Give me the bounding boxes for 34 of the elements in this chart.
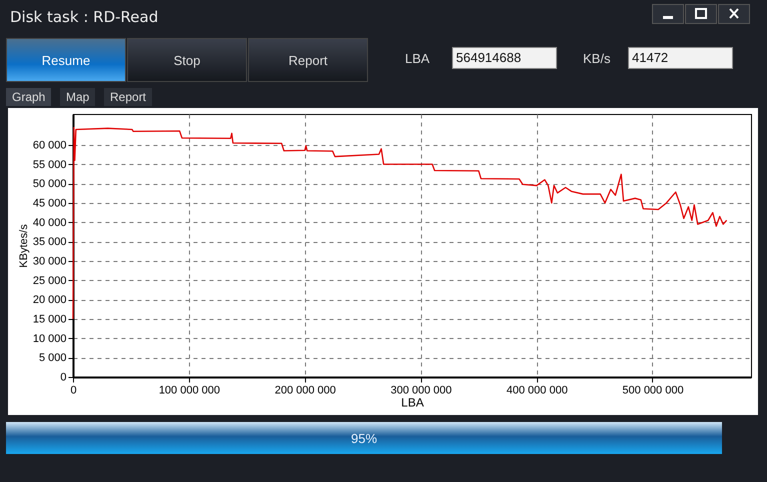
y-tick-label: 25 000 — [32, 274, 66, 287]
text: KB/s — [583, 51, 610, 66]
text: Resume — [6, 38, 126, 82]
y-tick-label: 10 000 — [32, 332, 66, 345]
text: LBA — [405, 51, 430, 66]
line-series — [72, 126, 728, 320]
y-tick-label: 50 000 — [32, 178, 66, 190]
x-tick-label: 500 000 000 — [622, 384, 684, 396]
y-tick-label: 60 000 — [32, 139, 66, 152]
x-tick-label: 400 000 000 — [506, 384, 568, 396]
y-tick-label: 15 000 — [32, 313, 66, 326]
text: 41472 — [628, 47, 733, 69]
y-tick-label: 0 — [60, 372, 66, 384]
text: Report — [248, 38, 368, 82]
y-axis-title: KBytes/s — [18, 224, 30, 268]
x-tick-label: 300 000 000 — [390, 384, 452, 396]
x-tick-label: 100 000 000 — [158, 384, 220, 396]
y-tick-label: 20 000 — [32, 294, 66, 306]
y-tick-label: 5 000 — [38, 352, 66, 364]
y-tick-label: 40 000 — [32, 216, 66, 229]
text: Graph — [6, 88, 52, 106]
x-axis-title: LBA — [401, 396, 424, 410]
text: 564914688 — [452, 47, 557, 69]
text: Stop — [127, 38, 247, 82]
x-tick-label: 0 — [70, 384, 77, 396]
chart-title: Disk task : RD-Read — [10, 8, 158, 26]
y-tick-label: 55 000 — [32, 158, 66, 171]
x-tick-label: 200 000 000 — [274, 384, 336, 396]
y-tick-label: 30 000 — [32, 255, 66, 268]
y-tick-label: 45 000 — [32, 197, 66, 210]
y-tick-label: 35 000 — [32, 236, 66, 248]
text: Map — [60, 88, 96, 106]
text: 95% — [6, 422, 722, 454]
text: Report — [104, 88, 152, 106]
